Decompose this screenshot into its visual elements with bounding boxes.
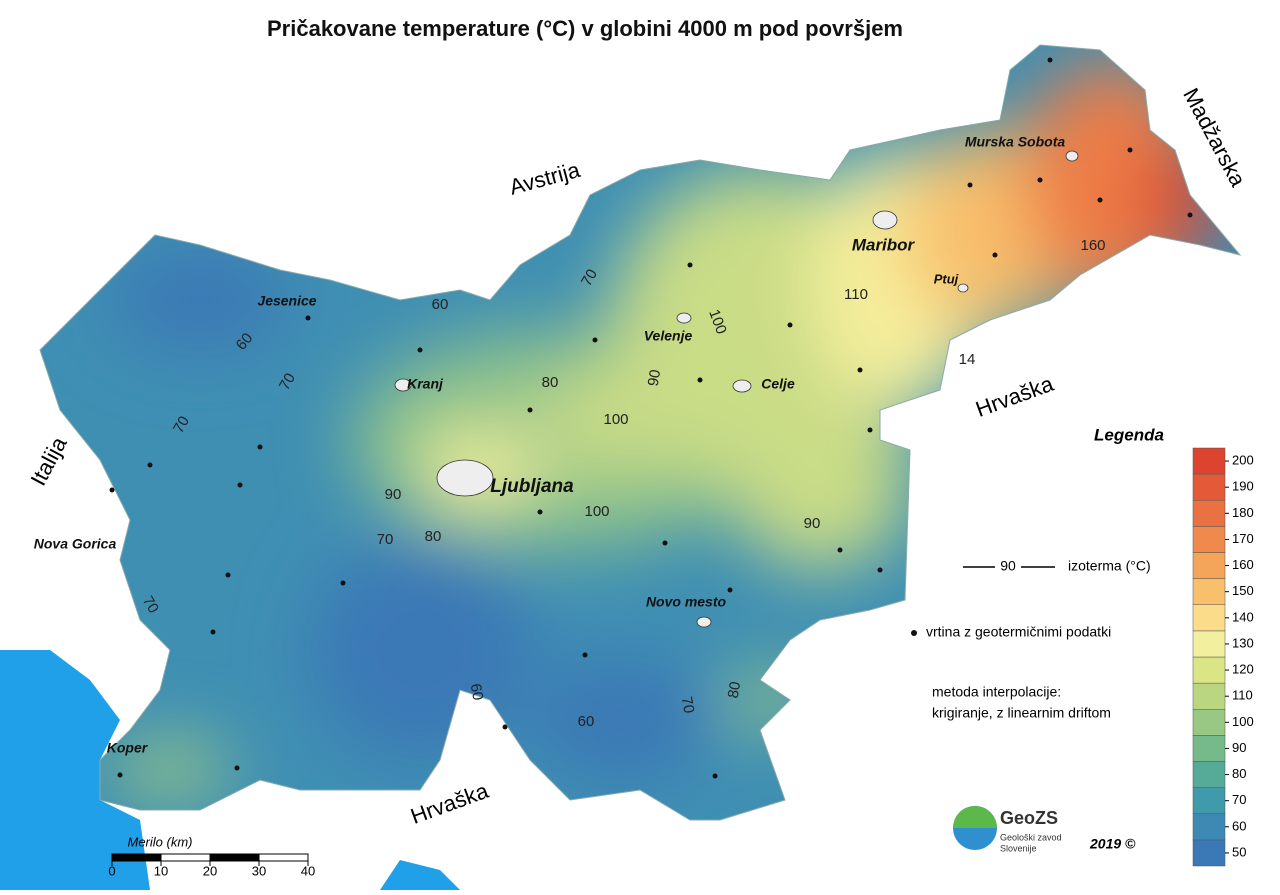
colorbar-label: 50 — [1232, 844, 1246, 859]
scale-label: 40 — [301, 863, 315, 878]
isotherm-label: 100 — [603, 411, 628, 428]
isotherm-label: 60 — [467, 682, 487, 701]
isotherm-label: 14 — [959, 351, 976, 368]
map-title: Pričakovane temperature (°C) v globini 4… — [267, 16, 903, 41]
logo-text: Slovenije — [1000, 843, 1037, 853]
scale-title: Merilo (km) — [128, 834, 193, 849]
colorbar-band — [1192, 656, 1226, 684]
colorbar-band — [1192, 552, 1226, 579]
colorbar-band — [1192, 526, 1226, 553]
logo-mark — [953, 806, 997, 828]
colorbar-label: 170 — [1232, 531, 1254, 546]
colorbar-band — [1192, 630, 1226, 658]
isotherm-label: 110 — [844, 286, 868, 303]
colorbar-band — [1192, 761, 1226, 788]
city-label: Jesenice — [257, 293, 316, 309]
colorbar-label: 120 — [1232, 662, 1254, 677]
isotherm-label: 70 — [578, 266, 601, 289]
colorbar-band — [1192, 447, 1226, 475]
colorbar-band — [1192, 682, 1226, 710]
scale-segment — [209, 853, 260, 862]
sea — [0, 650, 150, 890]
scale-segment — [258, 853, 309, 862]
colorbar-band — [1192, 787, 1226, 814]
logo-text: Geološki zavod — [1000, 832, 1062, 842]
legend-borehole-dot — [911, 630, 917, 636]
city-label: Velenje — [644, 328, 693, 344]
city-label: Ptuj — [934, 271, 959, 286]
colorbar-band — [1192, 709, 1226, 736]
scale-label: 30 — [252, 863, 266, 878]
colorbar-label: 70 — [1232, 792, 1246, 807]
isotherm-label: 60 — [432, 296, 449, 313]
legend-method: krigiranje, z linearnim driftom — [932, 705, 1111, 721]
year: 2019 © — [1089, 836, 1136, 852]
city-label: Murska Sobota — [965, 134, 1066, 150]
boreholes — [109, 57, 1193, 779]
city-areas — [394, 150, 1079, 628]
scale-label: 10 — [154, 863, 168, 878]
isotherm-label: 70 — [678, 695, 698, 714]
legend-isotherm-text: izoterma (°C) — [1068, 558, 1151, 574]
isotherm-label: 70 — [276, 370, 299, 393]
colorbar-label: 190 — [1232, 479, 1254, 494]
colorbar-label: 80 — [1232, 766, 1246, 781]
isotherm-label: 70 — [139, 593, 162, 616]
isotherm-label: 100 — [584, 503, 609, 520]
city-label: Kranj — [407, 376, 444, 392]
colorbar-band — [1192, 813, 1226, 841]
isotherm-label: 60 — [578, 713, 595, 730]
colorbar-band — [1192, 839, 1226, 867]
isotherm-label: 70 — [170, 413, 193, 436]
scale-label: 20 — [203, 863, 217, 878]
colorbar-label: 90 — [1232, 740, 1246, 755]
isotherm-label: 90 — [385, 486, 402, 503]
isotherm-label: 70 — [377, 531, 394, 548]
isotherm-label: 80 — [725, 680, 745, 699]
city-label: Novo mesto — [646, 594, 727, 610]
colorbar-band — [1192, 578, 1226, 605]
colorbar-band — [1192, 473, 1226, 501]
colorbar-label: 160 — [1232, 557, 1254, 572]
scale-segment — [111, 853, 162, 862]
isotherm-label: 80 — [425, 528, 442, 545]
scale-label: 0 — [108, 863, 115, 878]
city-label: Maribor — [852, 235, 916, 254]
colorbar-label: 150 — [1232, 583, 1254, 598]
city-label: Koper — [107, 740, 149, 756]
isotherm-label: 160 — [1080, 237, 1105, 254]
colorbar-band — [1192, 735, 1226, 762]
isotherm-label: 90 — [645, 368, 665, 387]
legend-title: Legenda — [1094, 425, 1164, 444]
isotherm-label: 80 — [542, 374, 559, 391]
city-label: Ljubljana — [490, 476, 574, 497]
legend-borehole-text: vrtina z geotermičnimi podatki — [926, 624, 1111, 640]
isotherm-label: 90 — [804, 515, 821, 532]
colorbar-label: 100 — [1232, 714, 1254, 729]
colorbar-label: 180 — [1232, 505, 1254, 520]
colorbar-label: 110 — [1232, 688, 1253, 703]
city-label: Celje — [761, 376, 795, 392]
logo-name: GeoZS — [1000, 808, 1058, 828]
sea — [380, 860, 460, 890]
city-label: Nova Gorica — [34, 536, 117, 552]
colorbar-label: 140 — [1232, 609, 1254, 624]
colorbar-band — [1192, 604, 1226, 632]
legend-method: metoda interpolacije: — [932, 684, 1061, 700]
legend-isotherm-sample: 90 — [1000, 558, 1016, 574]
colorbar-label: 130 — [1232, 635, 1254, 650]
colorbar-band — [1192, 500, 1226, 527]
scale-segment — [160, 853, 211, 862]
colorbar-label: 60 — [1232, 818, 1246, 833]
colorbar-label: 200 — [1232, 453, 1254, 468]
